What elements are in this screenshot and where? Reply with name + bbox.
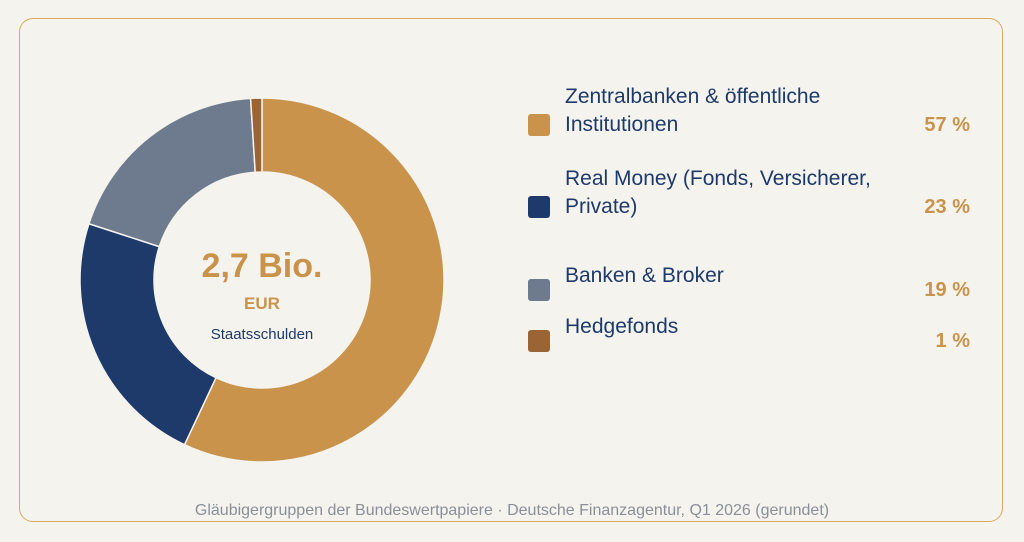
legend-label: Zentralbanken & öffentliche Institutione… <box>565 85 821 136</box>
legend-swatch <box>528 196 550 218</box>
card-border <box>19 18 1003 522</box>
donut-slice <box>183 97 445 463</box>
donut-slice <box>249 97 263 174</box>
donut-slice <box>87 97 257 248</box>
value-label: 23 % <box>924 196 970 218</box>
legend-swatch <box>528 114 550 136</box>
legend-swatch <box>528 330 550 352</box>
donut-chart: 2,7 Bio. EUR Staatsschulden <box>79 97 445 463</box>
center-unit: EUR <box>244 294 280 313</box>
value-label: 57 % <box>924 114 970 136</box>
legend-swatch <box>528 279 550 301</box>
legend-label: Real Money (Fonds, Versicherer, Private) <box>565 167 871 218</box>
legend-label: Hedgefonds <box>565 315 679 338</box>
value-label: 19 % <box>924 279 970 301</box>
center-label: Staatsschulden <box>211 326 314 343</box>
caption: Gläubigergruppen der Bundeswertpapiere ·… <box>194 502 830 519</box>
legend-label: Banken & Broker <box>565 264 724 287</box>
value-label: 1 % <box>935 330 970 352</box>
center-title: 2,7 Bio. <box>202 247 323 285</box>
donut-slice <box>79 222 218 446</box>
